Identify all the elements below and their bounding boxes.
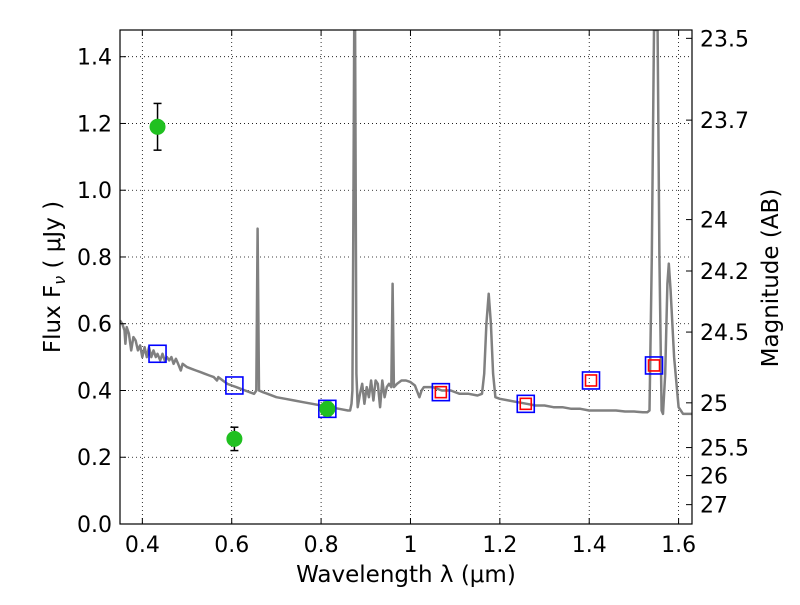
green-point-marker xyxy=(149,118,166,135)
red-square-marker xyxy=(434,385,448,399)
green-point-marker xyxy=(226,430,243,447)
red-square-marker xyxy=(584,374,598,387)
right-axis-tick-label: 24 xyxy=(700,209,728,234)
x-axis-label: Wavelength λ (μm) xyxy=(296,562,516,588)
plot-frame xyxy=(119,29,693,525)
right-axis-tick-label: 27 xyxy=(700,494,728,519)
y-tick-label: 0.0 xyxy=(77,513,112,538)
y-axis-label-unit: ( μJy ) xyxy=(40,201,66,276)
right-axis-tick-label: 24.5 xyxy=(700,321,749,346)
blue-square-marker xyxy=(644,356,664,375)
series xyxy=(120,30,692,452)
axes: 0.4 0.6 0.8 1 1.2 1.4 1.6 0.0 0.2 0.4 0.6 0.8 1.0 1.2… xyxy=(77,27,749,558)
x-tick-label: 0.6 xyxy=(214,533,249,558)
y-axis-label: Flux Fν ( μJy ) xyxy=(40,201,69,353)
right-axis-label: Magnitude (AB) xyxy=(758,189,784,368)
grid xyxy=(120,30,692,525)
green-point-marker xyxy=(319,400,336,417)
y-tick-label: 1.0 xyxy=(77,179,112,204)
y-tick-label: 0.6 xyxy=(77,313,112,338)
blue-square-marker xyxy=(431,382,451,402)
y-axis-label-main: Flux F xyxy=(40,285,66,353)
spectrum-line xyxy=(120,30,692,416)
x-tick-label: 1.2 xyxy=(482,533,517,558)
y-tick-label: 0.4 xyxy=(77,379,112,404)
y-tick-label: 1.4 xyxy=(77,46,112,71)
x-tick-label: 1.6 xyxy=(661,533,696,558)
y-axis-label-subscript: ν xyxy=(50,276,69,285)
blue-square-marker xyxy=(581,371,601,390)
right-axis-tick-label: 25.5 xyxy=(700,437,749,462)
blue-square-marker xyxy=(225,376,244,395)
x-tick-label: 1 xyxy=(403,533,417,558)
blue-square-marker xyxy=(148,344,167,364)
y-tick-label: 1.2 xyxy=(77,112,112,137)
right-axis-tick-label: 23.7 xyxy=(700,109,749,134)
red-square-marker xyxy=(647,359,661,372)
x-tick-label: 0.8 xyxy=(304,533,339,558)
x-tick-label: 0.4 xyxy=(125,533,160,558)
right-axis-tick-label: 24.2 xyxy=(700,260,749,285)
x-tick-label: 1.4 xyxy=(572,533,607,558)
blue-square-marker xyxy=(318,399,337,419)
right-axis-tick-label: 25 xyxy=(700,392,728,417)
red-square-marker xyxy=(519,397,533,411)
blue-square-marker xyxy=(516,394,536,414)
right-axis-tick-label: 26 xyxy=(700,465,728,490)
y-tick-label: 0.2 xyxy=(77,446,112,471)
y-tick-label: 0.8 xyxy=(77,246,112,271)
right-axis-tick-label: 23.5 xyxy=(700,27,749,52)
